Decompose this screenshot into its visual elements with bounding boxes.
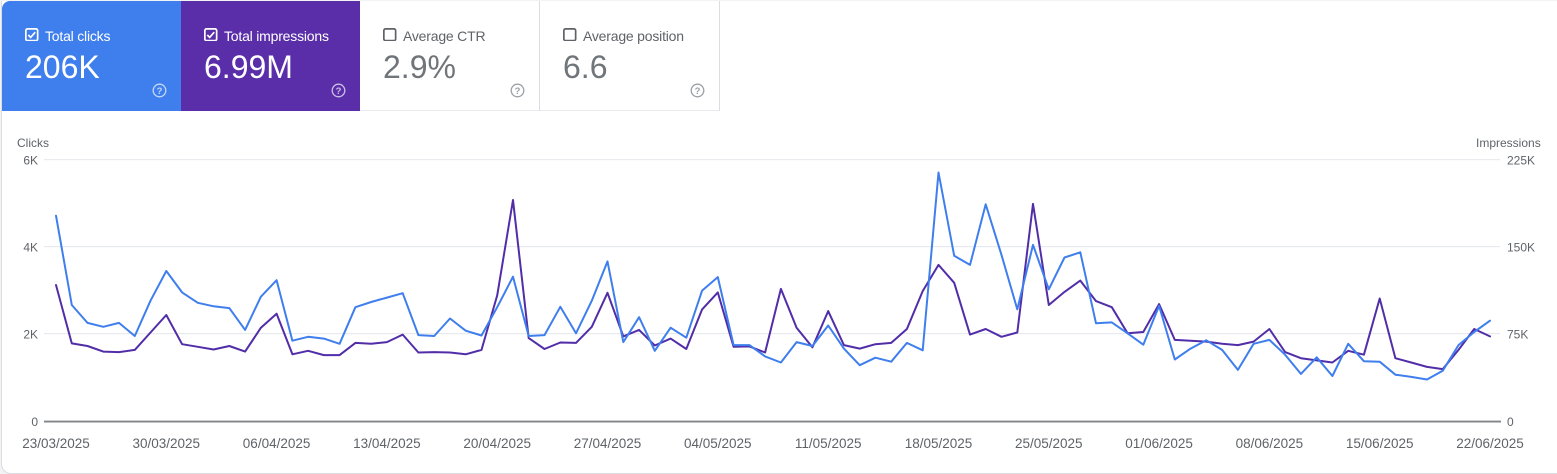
svg-text:Impressions: Impressions	[1476, 136, 1541, 150]
svg-text:08/06/2025: 08/06/2025	[1236, 436, 1304, 451]
svg-text:?: ?	[515, 86, 521, 97]
svg-text:0: 0	[31, 415, 38, 429]
svg-text:11/05/2025: 11/05/2025	[795, 436, 862, 451]
svg-text:20/04/2025: 20/04/2025	[463, 436, 531, 451]
svg-text:0: 0	[1507, 415, 1514, 429]
svg-text:27/04/2025: 27/04/2025	[574, 436, 642, 451]
svg-text:150K: 150K	[1507, 240, 1535, 254]
svg-text:75K: 75K	[1507, 327, 1528, 341]
svg-text:25/05/2025: 25/05/2025	[1015, 436, 1083, 451]
svg-text:04/05/2025: 04/05/2025	[684, 436, 752, 451]
svg-text:13/04/2025: 13/04/2025	[353, 436, 421, 451]
svg-text:15/06/2025: 15/06/2025	[1346, 436, 1414, 451]
svg-text:22/06/2025: 22/06/2025	[1456, 436, 1524, 451]
svg-text:?: ?	[336, 86, 342, 97]
svg-text:2K: 2K	[23, 327, 38, 341]
svg-text:Clicks: Clicks	[17, 136, 49, 150]
svg-text:225K: 225K	[1507, 153, 1535, 167]
svg-text:6K: 6K	[23, 153, 38, 167]
svg-text:4K: 4K	[23, 240, 38, 254]
svg-text:?: ?	[157, 86, 163, 97]
svg-text:18/05/2025: 18/05/2025	[905, 436, 973, 451]
svg-text:23/03/2025: 23/03/2025	[22, 436, 90, 451]
svg-text:?: ?	[695, 86, 701, 97]
svg-text:06/04/2025: 06/04/2025	[243, 436, 311, 451]
svg-text:30/03/2025: 30/03/2025	[133, 436, 201, 451]
svg-text:01/06/2025: 01/06/2025	[1125, 436, 1193, 451]
